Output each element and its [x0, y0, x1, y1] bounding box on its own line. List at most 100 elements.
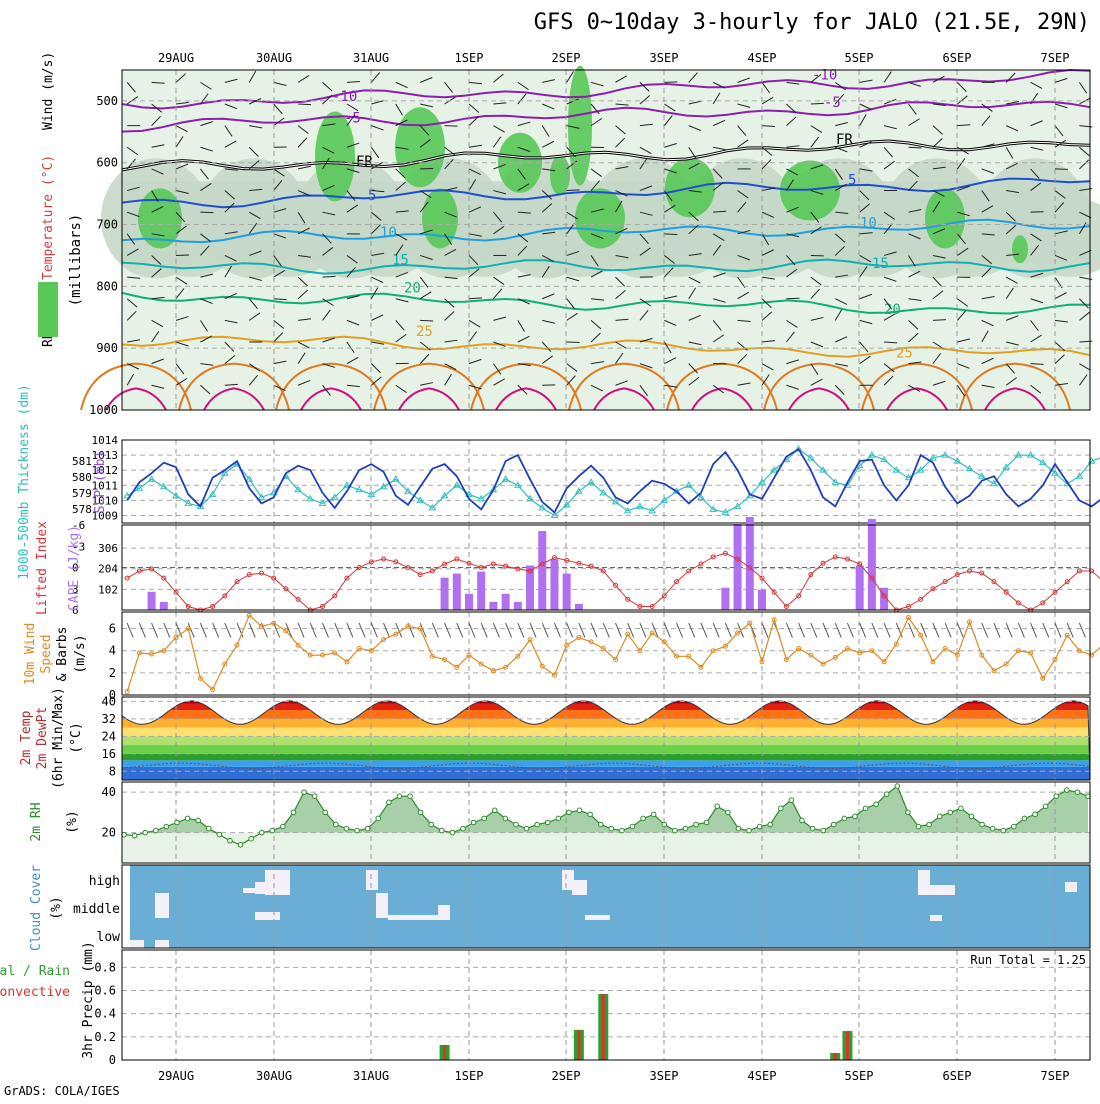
rh-marker	[800, 818, 805, 823]
wind-barb-10m	[1006, 623, 1012, 637]
cloud-block	[918, 870, 930, 895]
cloud-block	[255, 882, 265, 894]
rh-marker	[683, 826, 688, 831]
precip-legend-convective: Convective	[0, 985, 70, 1000]
ylabel-rh2m-unit: (%)	[65, 810, 80, 833]
wind-barb-10m	[408, 623, 414, 637]
wind-barb	[664, 234, 677, 235]
lifted-line	[127, 553, 1100, 610]
rh-marker	[291, 810, 296, 815]
rh-marker	[482, 816, 487, 821]
wind-barb-10m	[689, 623, 695, 637]
wind-barb-10m	[1067, 623, 1073, 637]
rh-marker	[259, 830, 264, 835]
rh-marker	[376, 816, 381, 821]
rh-marker	[768, 822, 773, 827]
wind-barb-10m	[384, 623, 390, 637]
cloud-block	[243, 888, 255, 893]
rh-marker	[588, 812, 593, 817]
wind-barb-10m	[1031, 623, 1037, 637]
wind-barb-10m	[152, 623, 158, 637]
wind-barb-10m	[518, 623, 524, 637]
rh-marker	[567, 810, 572, 815]
wind-barb-10m	[664, 623, 670, 637]
wind-speed-line	[127, 615, 1100, 691]
precip-legend-total: Total / Rain	[0, 964, 70, 979]
wind-barb-10m	[139, 623, 145, 637]
wind-barb-10m	[616, 623, 622, 637]
thickness-tick-label: 581	[72, 455, 92, 468]
rh-ylabel: 2m RH(%)	[29, 802, 80, 841]
rh-marker	[842, 816, 847, 821]
pressure-tick-label: 1000	[89, 403, 118, 417]
temp-band	[122, 767, 1090, 780]
wind-barb-10m	[603, 623, 609, 637]
wind-barb	[567, 190, 580, 191]
rh-marker	[641, 816, 646, 821]
date-label-bottom: 4SEP	[748, 1069, 777, 1083]
temp-tick-label: 24	[102, 729, 116, 743]
cloud-block	[255, 912, 280, 920]
ylabel-cloud-unit: (%)	[49, 896, 64, 919]
rh-marker	[270, 828, 275, 833]
rh-marker	[206, 826, 211, 831]
rh-marker	[312, 794, 317, 799]
wind-barb-10m	[469, 623, 475, 637]
temp-band	[122, 719, 1090, 728]
wind-barb-10m	[786, 623, 792, 637]
rh-marker	[609, 826, 614, 831]
cape-bar	[514, 602, 522, 610]
rh-marker	[948, 810, 953, 815]
rh-saturated-area	[422, 188, 458, 248]
wind-barb-10m	[701, 623, 707, 637]
isotherm-label: 10	[380, 225, 397, 241]
cloud-level-label: middle	[73, 902, 120, 917]
date-label-bottom: 30AUG	[256, 1069, 292, 1083]
rh-marker	[365, 826, 370, 831]
rh-marker	[450, 830, 455, 835]
wind-barb-10m	[298, 623, 304, 637]
cloud-block	[572, 880, 587, 895]
wind-barb-10m	[554, 623, 560, 637]
wind-barb-10m	[237, 623, 243, 637]
wind-barb-10m	[677, 623, 683, 637]
wind-barb-10m	[445, 623, 451, 637]
date-label-top: 2SEP	[552, 51, 581, 65]
date-label-top: 4SEP	[748, 51, 777, 65]
precip-convective-bar	[602, 994, 605, 1060]
wind-barb-10m	[933, 623, 939, 637]
wind-barb-10m	[432, 623, 438, 637]
cape-bar	[148, 592, 156, 610]
rh-marker	[418, 810, 423, 815]
wind-barb	[298, 104, 311, 105]
cloud-block	[376, 893, 388, 918]
rh-marker	[143, 830, 148, 835]
wind-barb-10m	[860, 623, 866, 637]
cloud-block	[1065, 882, 1077, 892]
wind-barb-10m	[713, 623, 719, 637]
cape-bar	[489, 602, 497, 610]
rh-marker	[164, 824, 169, 829]
wind-barb	[323, 276, 336, 277]
cape-bar	[538, 531, 546, 610]
rh-marker	[1065, 788, 1070, 793]
rh-saturated-area	[575, 188, 625, 248]
temp-tick-label: 40	[102, 694, 116, 708]
rh-marker	[238, 842, 243, 847]
upper-air-ylabel2: (millibars)	[68, 214, 84, 307]
wind-barb-10m	[506, 623, 512, 637]
rh-marker	[408, 794, 413, 799]
slp-tick-label: 1014	[92, 434, 119, 447]
ylabel-temp-line4: (°C)	[69, 722, 84, 753]
wind-barb-10m	[457, 623, 463, 637]
ylabel-wind-line3: & Barbs	[55, 627, 70, 682]
wind-barb-10m	[200, 623, 206, 637]
cloud-block	[265, 870, 290, 895]
wind-barb-10m	[542, 623, 548, 637]
credit-text: GrADS: COLA/IGES	[4, 1084, 120, 1098]
wind-barb-10m	[957, 623, 963, 637]
cape-bar	[477, 572, 485, 610]
ylabel-temperature: Temperature (°C)	[41, 155, 56, 280]
